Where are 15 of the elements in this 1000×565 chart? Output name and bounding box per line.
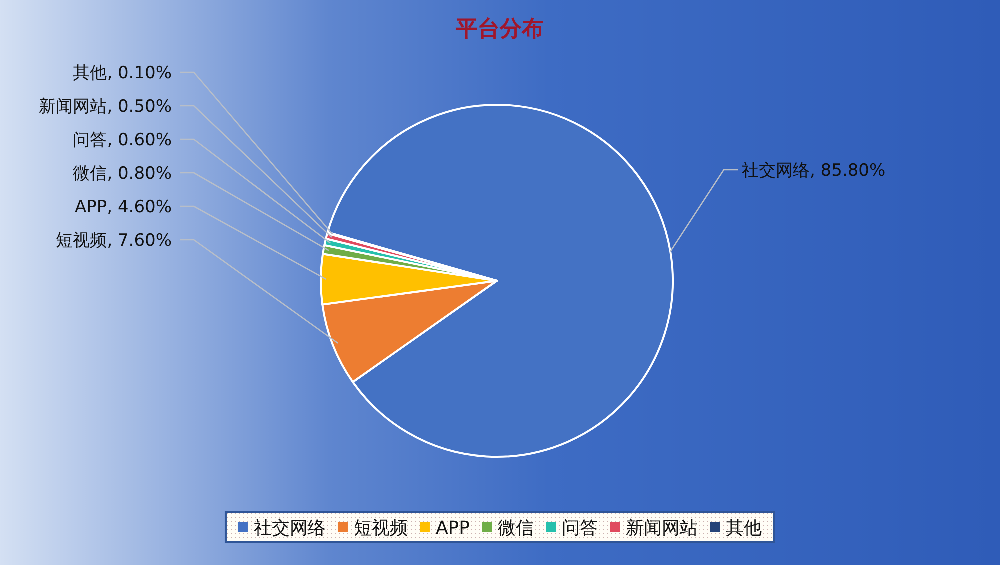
legend-label: 短视频: [354, 518, 408, 539]
legend-label: 新闻网站: [626, 518, 698, 539]
data-label: 其他, 0.10%: [73, 64, 172, 84]
data-label: 新闻网站, 0.50%: [39, 97, 172, 117]
data-label: 社交网络, 85.80%: [742, 161, 886, 181]
slice-label: 社交网络: [254, 518, 326, 539]
legend-label: APP: [436, 518, 470, 539]
data-label: APP, 4.60%: [75, 198, 172, 218]
data-label: 问答, 0.60%: [73, 130, 172, 150]
data-label: 微信, 0.80%: [73, 164, 172, 184]
legend-label: 微信: [498, 518, 534, 539]
legend-label: 问答: [562, 518, 598, 539]
legend-label: 其他: [726, 518, 762, 539]
chart-title: 平台分布: [455, 17, 544, 42]
data-label: 短视频, 7.60%: [56, 231, 172, 251]
